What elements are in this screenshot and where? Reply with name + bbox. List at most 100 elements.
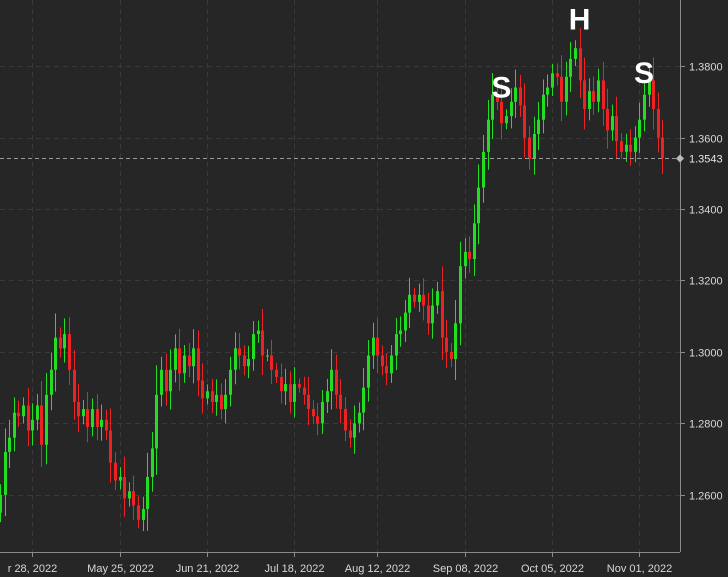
candle-body [505,116,508,124]
candle-body [151,448,154,477]
candle-body [247,359,250,367]
candle-body [510,101,513,117]
candle-body [408,294,411,313]
candle-body [652,80,655,109]
candle-body [491,94,494,120]
candle-body [201,380,204,399]
candle-body [192,348,195,367]
candle-body [321,401,324,424]
candle-body [358,412,361,424]
candle-body [519,87,522,106]
candle-body [381,355,384,367]
candle-body [266,355,269,357]
candle-body [270,355,273,370]
candle-body [50,369,53,395]
candle-body [385,366,388,374]
x-tick-label: May 25, 2022 [87,563,154,575]
candle-body [188,355,191,367]
candle-body [169,369,172,392]
candle-body [137,505,140,520]
candle-body [404,312,407,331]
candle-body [422,294,425,306]
candle-body [376,337,379,356]
candle-body [551,73,554,88]
candle-body [592,91,595,102]
candle-body [638,119,641,138]
plot-background [0,0,680,552]
candle-body [625,144,628,152]
x-tick-label: Nov 01, 2022 [607,563,672,575]
candle-body [31,419,34,431]
y-tick-label: 1.3600 [689,134,723,146]
candle-body [128,491,131,499]
candle-body [459,266,462,324]
candle-body [629,144,632,152]
candle-body [399,330,402,335]
candle-body [73,369,76,402]
x-tick-label: Aug 12, 2022 [345,563,410,575]
candle-body [146,476,149,510]
candle-body [450,351,453,360]
candle-body [339,394,342,410]
candle-body [142,509,145,520]
candle-body [243,355,246,367]
candle-body [634,137,637,152]
candle-body [523,105,526,138]
candle-body [528,137,531,159]
candle-body [220,394,223,410]
candle-body [174,348,177,370]
candle-body [436,291,439,306]
candle-body [77,401,80,417]
candle-body [556,73,559,77]
candle-body [583,80,586,109]
candle-body [160,369,163,395]
candle-body [132,491,135,506]
y-tick-label: 1.3000 [689,348,723,360]
annotation-label: S [491,72,511,105]
candle-body [606,108,609,131]
x-tick-label: Jul 18, 2022 [265,563,325,575]
candle-body [298,384,301,388]
candle-body [96,409,99,427]
candle-body [362,387,365,413]
candle-body [537,119,540,134]
candle-body [82,409,85,417]
candle-body [123,476,126,499]
candle-body [197,348,200,381]
candle-body [289,384,292,402]
candle-body [620,141,623,152]
candle-body [372,337,375,356]
candle-body [418,294,421,302]
candle-body [17,412,20,417]
candle-body [155,394,158,449]
candle-body [602,80,605,109]
annotation-label: H [569,4,591,37]
candle-body [487,119,490,152]
candle-body [588,91,591,109]
candle-body [353,423,356,438]
candle-body [560,76,563,102]
candle-body [441,291,444,338]
current-price-diamond [676,154,684,163]
candle-body [597,80,600,102]
candle-body [477,187,480,224]
candle-body [261,330,264,356]
candle-body [114,462,117,481]
candle-body [257,330,260,335]
candle-body [611,116,614,131]
x-tick-label: Jun 21, 2022 [176,563,240,575]
candle-body [579,48,582,81]
candle-body [206,391,209,399]
candle-body [22,405,25,417]
candle-body [514,87,517,102]
current-price-label: 1.3543 [689,154,723,166]
candle-body [86,409,89,427]
candles [0,28,664,531]
candle-body [468,251,471,260]
candle-body [661,137,664,158]
pattern-annotations: S H S [491,4,654,105]
candle-body [390,355,393,374]
candle-body [546,87,549,95]
candle-body [413,294,416,302]
candle-body [330,369,333,392]
